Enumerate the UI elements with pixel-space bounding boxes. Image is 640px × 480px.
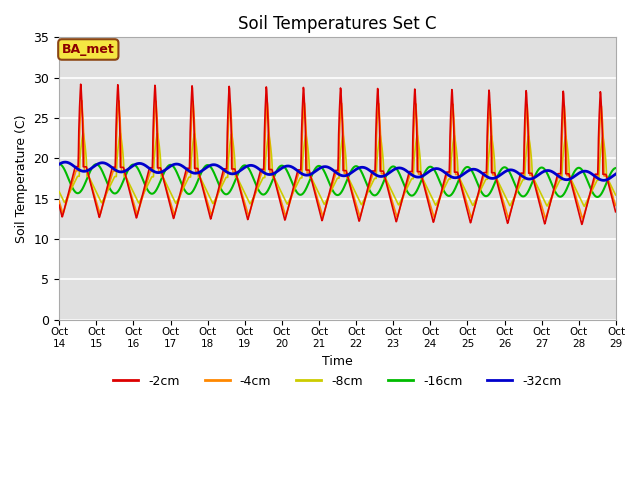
Title: Soil Temperatures Set C: Soil Temperatures Set C	[238, 15, 436, 33]
X-axis label: Time: Time	[322, 355, 353, 368]
Text: BA_met: BA_met	[62, 43, 115, 56]
Legend: -2cm, -4cm, -8cm, -16cm, -32cm: -2cm, -4cm, -8cm, -16cm, -32cm	[108, 370, 567, 393]
Y-axis label: Soil Temperature (C): Soil Temperature (C)	[15, 114, 28, 243]
